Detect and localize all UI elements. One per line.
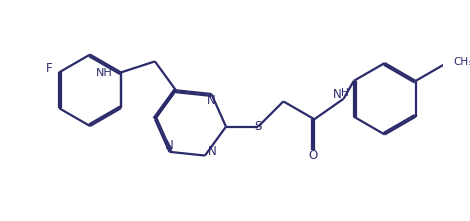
Text: S: S [254,120,262,133]
Text: NH: NH [96,68,112,78]
Text: CH₃: CH₃ [453,57,470,67]
Text: F: F [47,62,53,75]
Text: N: N [333,88,341,101]
Text: N: N [165,139,174,152]
Text: O: O [309,149,318,162]
Text: H: H [341,88,348,98]
Text: N: N [208,145,217,158]
Text: N: N [207,94,216,107]
